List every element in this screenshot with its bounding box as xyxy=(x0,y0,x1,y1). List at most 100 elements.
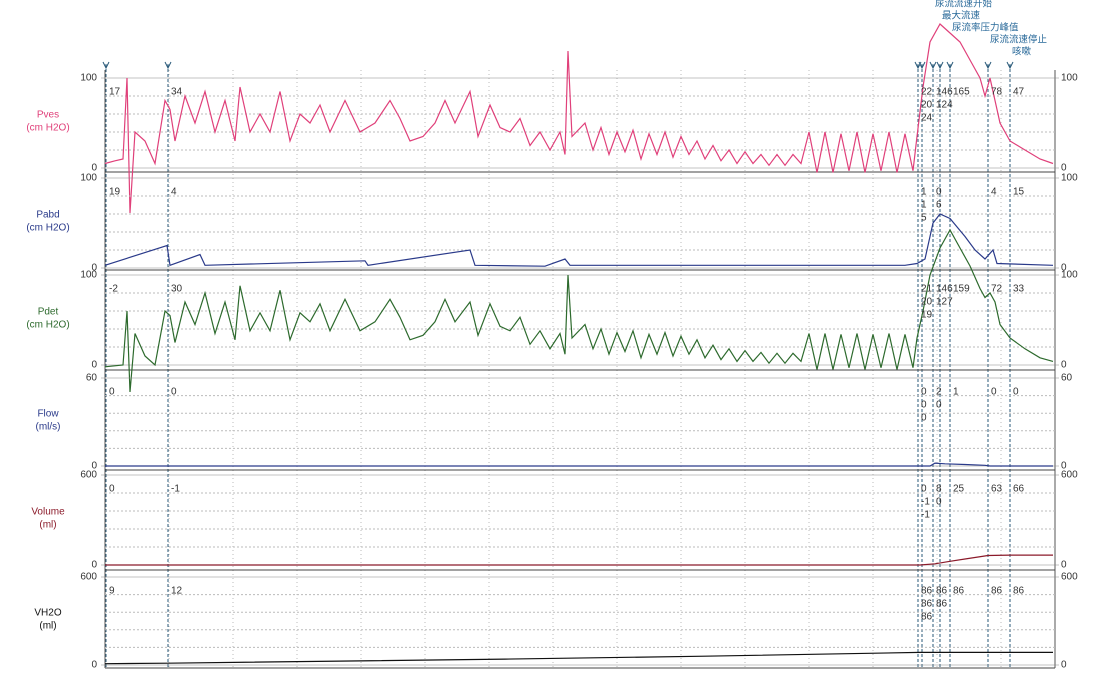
y-tick-label-right: 100 xyxy=(1061,73,1078,84)
annotation: 0 xyxy=(936,400,942,411)
annotation: 0 xyxy=(1013,387,1019,398)
annotation: 25 xyxy=(953,484,965,495)
event-marker xyxy=(984,61,992,70)
y-tick-label-left: 0 xyxy=(91,560,97,571)
annotation: -2 xyxy=(109,284,118,295)
trace xyxy=(104,228,1054,393)
event-label: 尿流流速停止 xyxy=(990,34,1048,46)
annotation: 86 xyxy=(921,612,933,623)
annotation: 86 xyxy=(1013,586,1025,597)
annotation: 1 xyxy=(921,200,927,211)
annotation: -1 xyxy=(171,484,180,495)
event-marker xyxy=(1006,61,1014,70)
annotation: 47 xyxy=(1013,87,1025,98)
y-tick-label-left: 0 xyxy=(91,461,97,472)
y-tick-label-right: 100 xyxy=(1061,270,1078,281)
y-tick-label-left: 100 xyxy=(80,173,97,184)
annotation: 86 xyxy=(936,586,948,597)
panel-label: Volume xyxy=(31,507,65,518)
event-label: 咳嗽 xyxy=(1012,46,1032,58)
y-tick-label-left: 600 xyxy=(80,470,97,481)
annotation: 63 xyxy=(991,484,1003,495)
event-marker xyxy=(936,61,944,70)
trace xyxy=(104,651,1053,665)
annotation: 0 xyxy=(109,387,115,398)
annotation: 5 xyxy=(921,213,927,224)
y-tick-label-left: 0 xyxy=(91,660,97,671)
annotation: 1 xyxy=(953,387,959,398)
y-tick-label-left: 0 xyxy=(91,163,97,174)
annotation: 0 xyxy=(109,484,115,495)
annotation: 33 xyxy=(1013,284,1025,295)
annotation: 21 xyxy=(921,284,933,295)
panel-unit: (cm H2O) xyxy=(26,123,69,134)
y-tick-label-right: 0 xyxy=(1061,360,1067,371)
panel-unit: (cm H2O) xyxy=(26,223,69,234)
y-tick-label-left: 100 xyxy=(80,73,97,84)
annotation: -1 xyxy=(921,510,930,521)
annotation: 0 xyxy=(921,413,927,424)
y-tick-label-left: 600 xyxy=(80,572,97,583)
event-label: 最大流速 xyxy=(942,10,981,22)
event-marker xyxy=(918,61,926,70)
annotation: 4 xyxy=(991,187,997,198)
trace xyxy=(104,23,1054,214)
annotation: 2 xyxy=(936,387,942,398)
annotation: 0 xyxy=(991,387,997,398)
annotation: 0 xyxy=(171,387,177,398)
annotation: 19 xyxy=(921,310,933,321)
annotation: 24 xyxy=(921,113,933,124)
y-tick-label-right: 0 xyxy=(1061,660,1067,671)
annotation: 22 xyxy=(921,87,933,98)
annotation: 34 xyxy=(171,87,183,98)
y-tick-label-right: 60 xyxy=(1061,373,1073,384)
annotation: 8 xyxy=(936,484,942,495)
y-tick-label-right: 600 xyxy=(1061,470,1078,481)
annotation: 86 xyxy=(936,599,948,610)
annotation: 165 xyxy=(953,87,970,98)
y-tick-label-right: 600 xyxy=(1061,572,1078,583)
annotation: 0 xyxy=(936,497,942,508)
annotation: 20 xyxy=(921,100,933,111)
y-tick-label-right: 0 xyxy=(1061,263,1067,274)
y-tick-label-left: 0 xyxy=(91,360,97,371)
annotation: 78 xyxy=(991,87,1003,98)
panel-unit: (ml) xyxy=(39,520,56,531)
event-marker xyxy=(946,61,954,70)
annotation: 0 xyxy=(921,400,927,411)
annotation: 20 xyxy=(921,297,933,308)
annotation: 124 xyxy=(936,100,953,111)
panel-label: Flow xyxy=(37,409,59,420)
annotation: 86 xyxy=(953,586,965,597)
panel-unit: (ml/s) xyxy=(36,422,61,433)
y-tick-label-left: 0 xyxy=(91,263,97,274)
annotation: 30 xyxy=(171,284,183,295)
annotation: 86 xyxy=(991,586,1003,597)
annotation: 66 xyxy=(1013,484,1025,495)
annotation: 0 xyxy=(921,387,927,398)
annotation: 17 xyxy=(109,87,121,98)
panel-label: Pabd xyxy=(36,210,59,221)
annotation: 72 xyxy=(991,284,1003,295)
y-tick-label-left: 100 xyxy=(80,270,97,281)
event-label: 尿流率压力峰值 xyxy=(952,22,1019,34)
annotation: 0 xyxy=(921,484,927,495)
annotation: 146 xyxy=(936,284,953,295)
annotation: 4 xyxy=(171,187,177,198)
y-tick-label-right: 0 xyxy=(1061,560,1067,571)
annotation: 159 xyxy=(953,284,970,295)
annotation: -1 xyxy=(921,497,930,508)
annotation: 9 xyxy=(109,586,115,597)
y-tick-label-right: 0 xyxy=(1061,163,1067,174)
event-marker xyxy=(102,61,110,70)
annotation: 15 xyxy=(1013,187,1025,198)
y-tick-label-right: 100 xyxy=(1061,173,1078,184)
y-tick-label-left: 60 xyxy=(86,373,98,384)
panel-label: VH2O xyxy=(34,608,61,619)
y-tick-label-right: 0 xyxy=(1061,461,1067,472)
annotation: 146 xyxy=(936,87,953,98)
panel-label: Pves xyxy=(37,110,59,121)
annotation: 86 xyxy=(921,599,933,610)
event-marker xyxy=(164,61,172,70)
annotation: 127 xyxy=(936,297,953,308)
